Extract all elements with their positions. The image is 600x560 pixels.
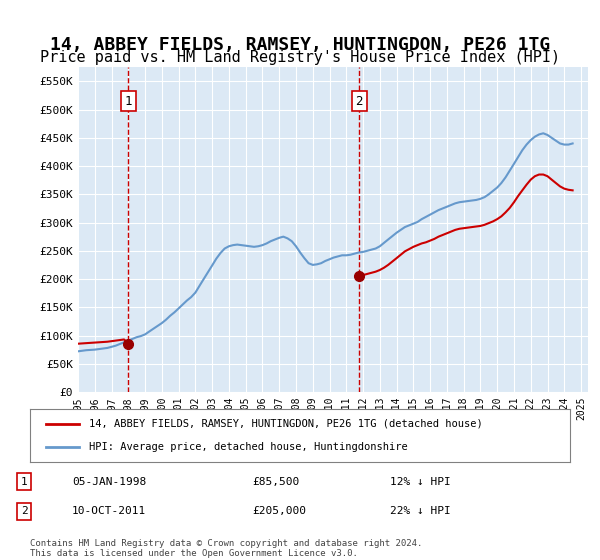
- Text: 14, ABBEY FIELDS, RAMSEY, HUNTINGDON, PE26 1TG (detached house): 14, ABBEY FIELDS, RAMSEY, HUNTINGDON, PE…: [89, 419, 483, 429]
- Text: Price paid vs. HM Land Registry's House Price Index (HPI): Price paid vs. HM Land Registry's House …: [40, 50, 560, 66]
- Text: 1: 1: [20, 477, 28, 487]
- Text: 2: 2: [355, 95, 363, 108]
- Text: 22% ↓ HPI: 22% ↓ HPI: [390, 506, 451, 516]
- Text: 2: 2: [20, 506, 28, 516]
- Text: 05-JAN-1998: 05-JAN-1998: [72, 477, 146, 487]
- Text: £85,500: £85,500: [252, 477, 299, 487]
- Text: 14, ABBEY FIELDS, RAMSEY, HUNTINGDON, PE26 1TG: 14, ABBEY FIELDS, RAMSEY, HUNTINGDON, PE…: [50, 36, 550, 54]
- Text: 10-OCT-2011: 10-OCT-2011: [72, 506, 146, 516]
- Text: Contains HM Land Registry data © Crown copyright and database right 2024.
This d: Contains HM Land Registry data © Crown c…: [30, 539, 422, 558]
- Text: HPI: Average price, detached house, Huntingdonshire: HPI: Average price, detached house, Hunt…: [89, 442, 408, 452]
- Text: 12% ↓ HPI: 12% ↓ HPI: [390, 477, 451, 487]
- Text: 1: 1: [125, 95, 132, 108]
- Text: £205,000: £205,000: [252, 506, 306, 516]
